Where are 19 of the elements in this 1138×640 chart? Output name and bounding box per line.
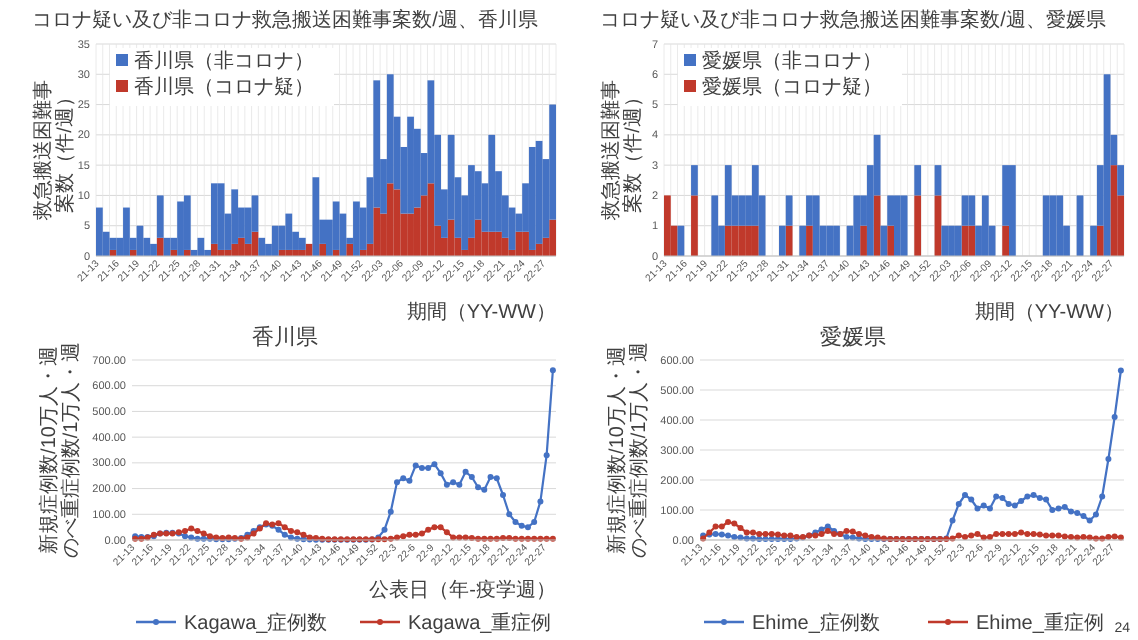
legend-label: Ehime_症例数	[752, 611, 880, 635]
legend-label: 愛媛県（非コロナ）	[702, 49, 882, 73]
y-axis-title: 救急搬送困難事案数（件/週）	[31, 80, 77, 222]
legend-label: Ehime_重症例	[976, 611, 1104, 635]
legend-label: 香川県（非コロナ）	[134, 49, 314, 73]
x-axis-title: 公表日（年-疫学週）	[369, 578, 556, 602]
legend-label: 愛媛県（コロナ疑）	[702, 75, 882, 99]
x-axis-title: 期間（YY-WW）	[406, 300, 556, 324]
chart-title: コロナ疑い及び非コロナ救急搬送困難事案数/週、香川県	[32, 8, 538, 32]
y-axis-title: 新規症例数/10万人・週のべ重症例数/1万人・週	[37, 341, 83, 559]
y-axis-title: 新規症例数/10万人・週のべ重症例数/1万人・週	[605, 341, 651, 559]
y-axis-title: 救急搬送困難事案数（件/週）	[599, 80, 645, 222]
legend-label: Kagawa_症例数	[184, 611, 328, 635]
chart-title: コロナ疑い及び非コロナ救急搬送困難事案数/週、愛媛県	[600, 8, 1106, 32]
x-axis-title: 期間（YY-WW）	[974, 300, 1124, 324]
legend-label: 香川県（コロナ疑）	[134, 75, 314, 99]
chart-title: 愛媛県	[820, 324, 886, 350]
legend-label: Kagawa_重症例	[408, 611, 552, 635]
chart-title: 香川県	[252, 324, 318, 350]
